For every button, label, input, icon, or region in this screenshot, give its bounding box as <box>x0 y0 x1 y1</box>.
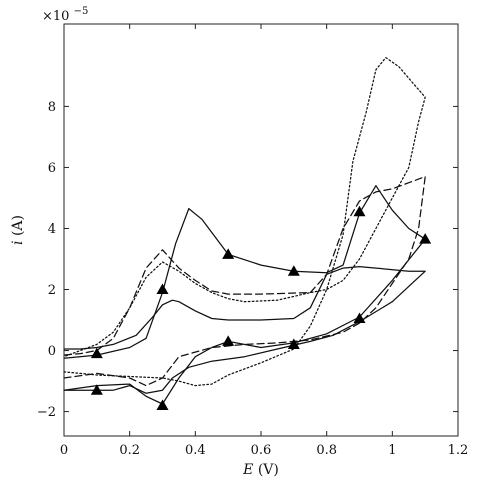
x-tick-label: 0.2 <box>119 443 140 458</box>
series-line-solid-0 <box>63 265 426 394</box>
series-layer <box>63 56 426 405</box>
x-tick-label: 0.4 <box>185 443 206 458</box>
x-axis: 0 0.2 0.4 0.6 0.8 1 1.2 <box>60 24 468 458</box>
y-axis: −2 0 2 4 6 8 <box>37 100 458 420</box>
marker-layer <box>90 205 432 410</box>
triangle-marker <box>90 347 103 359</box>
x-axis-unit: (V) <box>253 462 278 478</box>
y-axis-variable: i <box>10 241 26 245</box>
plot-frame <box>63 23 459 437</box>
y-multiplier-base: ×10 <box>42 9 69 24</box>
triangle-marker <box>353 205 366 217</box>
y-multiplier-exponent: −5 <box>74 6 89 17</box>
triangle-marker <box>222 335 235 346</box>
triangle-marker <box>156 399 169 410</box>
y-tick-label: 4 <box>48 222 56 237</box>
x-axis-variable: E <box>242 462 253 478</box>
y-tick-label: 0 <box>48 344 56 359</box>
x-axis-title: E (V) <box>242 462 279 478</box>
triangle-marker <box>287 265 300 276</box>
triangle-marker <box>353 312 366 324</box>
triangle-marker <box>419 233 432 244</box>
x-tick-label: 1 <box>388 443 396 458</box>
y-axis-title: i (A) <box>10 215 26 245</box>
triangle-marker <box>222 248 235 259</box>
series-line-dashed-2 <box>63 175 426 387</box>
series-line-dotted-3 <box>63 56 426 387</box>
triangle-marker <box>287 338 300 349</box>
x-tick-label: 0.6 <box>251 443 272 458</box>
x-tick-label: 1.2 <box>448 443 469 458</box>
y-axis-multiplier: ×10 −5 <box>42 6 88 24</box>
x-tick-label: 0 <box>60 443 68 458</box>
series-line-solid-1 <box>63 185 426 405</box>
y-tick-label: −2 <box>37 405 56 420</box>
triangle-marker <box>156 283 169 295</box>
y-tick-label: 8 <box>48 100 56 115</box>
plot-area <box>63 23 459 437</box>
y-axis-unit: (A) <box>10 215 26 240</box>
triangle-marker <box>90 384 103 395</box>
y-tick-label: 6 <box>48 161 56 176</box>
x-tick-label: 0.8 <box>316 443 337 458</box>
y-tick-label: 2 <box>48 283 56 298</box>
